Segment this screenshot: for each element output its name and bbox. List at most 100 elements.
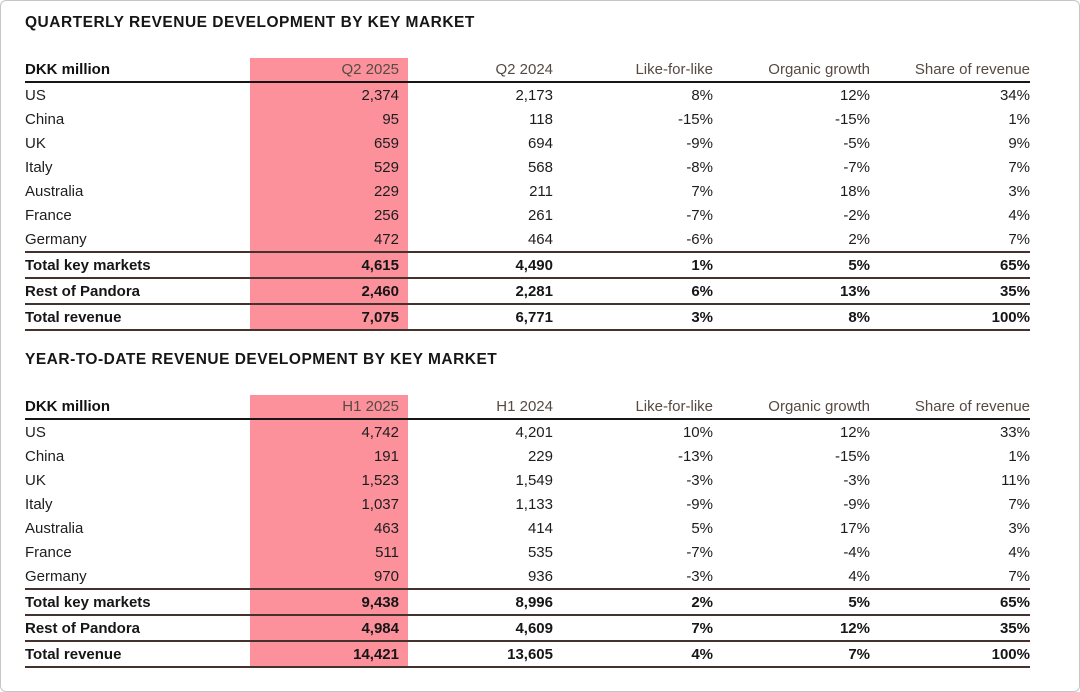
cell-value: 472 [250, 227, 408, 252]
cell-value: 7,075 [250, 303, 408, 331]
cell-value: 12% [839, 86, 870, 104]
cell-value: 1,549 [515, 471, 553, 489]
cell-value: -6% [686, 230, 713, 248]
row-label: Germany [25, 567, 87, 585]
cell-value: 8,996 [408, 588, 553, 615]
cell-value: 7% [691, 182, 713, 200]
table-row: UK 1,523 1,549 -3% -3% 11% [25, 468, 1030, 492]
cell-value: 4,201 [515, 423, 553, 441]
cell-value: 10% [682, 423, 713, 441]
row-label: Total revenue [25, 640, 250, 668]
row-label: Total key markets [25, 588, 250, 615]
ytd-revenue-table: DKK million H1 2025 H1 2024 Like-for-like O… [25, 395, 1030, 668]
cell-value: 100% [870, 640, 1030, 668]
table-row: UK 659 694 -9% -5% 9% [25, 131, 1030, 155]
cell-value: 7% [1008, 567, 1030, 585]
cell-value: -3% [686, 567, 713, 585]
unit-label: DKK million [25, 58, 250, 83]
cell-value: 5% [713, 588, 870, 615]
cell-value: -3% [843, 471, 870, 489]
cell-value: 529 [250, 155, 408, 179]
cell-value: 6% [553, 277, 713, 304]
cell-value: 7% [713, 640, 870, 668]
cell-value: 2,460 [250, 277, 408, 304]
cell-value: 34% [999, 86, 1030, 104]
cell-value: 100% [870, 303, 1030, 331]
cell-value: 4% [1008, 543, 1030, 561]
cell-value: -7% [843, 158, 870, 176]
row-label: Italy [25, 158, 53, 176]
row-label: China [25, 447, 65, 465]
cell-value: 118 [529, 110, 553, 128]
cell-value: 2,374 [250, 82, 408, 107]
row-label: Rest of Pandora [25, 614, 250, 641]
quarterly-revenue-section: QUARTERLY REVENUE DEVELOPMENT BY KEY MAR… [25, 14, 1055, 331]
cell-value: -3% [686, 471, 713, 489]
quarterly-revenue-table: DKK million Q2 2025 Q2 2024 Like-for-like O… [25, 58, 1030, 331]
cell-value: 229 [250, 179, 408, 203]
table-row: France 256 261 -7% -2% 4% [25, 203, 1030, 227]
cell-value: 8% [691, 86, 713, 104]
cell-value: 4,609 [408, 614, 553, 641]
cell-value: -13% [677, 447, 713, 465]
column-header: Organic growth [713, 58, 870, 83]
cell-value: 568 [527, 158, 553, 176]
cell-value: 9% [1008, 134, 1030, 152]
cell-value: -2% [843, 206, 870, 224]
cell-value: -7% [686, 543, 713, 561]
cell-value: 7% [1008, 230, 1030, 248]
table-row: Australia 229 211 7% 18% 3% [25, 179, 1030, 203]
table-row: China 95 118 -15% -15% 1% [25, 107, 1030, 131]
cell-value: -9% [686, 495, 713, 513]
cell-value: -4% [843, 543, 870, 561]
cell-value: 7% [1008, 158, 1030, 176]
cell-value: 511 [250, 540, 408, 564]
cell-value: 1,133 [515, 495, 553, 513]
row-label: Germany [25, 230, 87, 248]
cell-value: 261 [527, 206, 553, 224]
cell-value: -9% [843, 495, 870, 513]
table-row: Australia 463 414 5% 17% 3% [25, 516, 1030, 540]
report-page: QUARTERLY REVENUE DEVELOPMENT BY KEY MAR… [25, 14, 1055, 668]
cell-value: 35% [870, 277, 1030, 304]
column-header: Share of revenue [870, 395, 1030, 420]
cell-value: 5% [691, 519, 713, 537]
cell-value: 3% [1008, 519, 1030, 537]
ytd-section-title: YEAR-TO-DATE REVENUE DEVELOPMENT BY KEY … [25, 351, 498, 368]
cell-value: 5% [713, 251, 870, 278]
cell-value: 4% [1008, 206, 1030, 224]
cell-value: 4,742 [250, 419, 408, 444]
cell-value: 8% [713, 303, 870, 331]
cell-value: 1% [1008, 447, 1030, 465]
cell-value: 2% [553, 588, 713, 615]
cell-value: 4,615 [250, 251, 408, 278]
column-header: Organic growth [713, 395, 870, 420]
cell-value: 9,438 [250, 588, 408, 615]
table-row: Germany 472 464 -6% 2% 7% [25, 227, 1030, 252]
quarterly-section-title: QUARTERLY REVENUE DEVELOPMENT BY KEY MAR… [25, 14, 475, 31]
table-row: Germany 970 936 -3% 4% 7% [25, 564, 1030, 589]
table-row: US 2,374 2,173 8% 12% 34% [25, 82, 1030, 107]
cell-value: 414 [527, 519, 553, 537]
cell-value: 17% [839, 519, 870, 537]
cell-value: 463 [250, 516, 408, 540]
cell-value: 1,523 [250, 468, 408, 492]
cell-value: 2,173 [515, 86, 553, 104]
cell-value: 211 [529, 182, 553, 200]
cell-value: 229 [527, 447, 553, 465]
table-row: Rest of Pandora 2,460 2,281 6% 13% 35% [25, 277, 1030, 304]
cell-value: 4% [848, 567, 870, 585]
table-row: Total key markets 4,615 4,490 1% 5% 65% [25, 251, 1030, 278]
cell-value: 694 [527, 134, 553, 152]
cell-value: 35% [870, 614, 1030, 641]
header-row: DKK million Q2 2025 Q2 2024 Like-for-like O… [25, 58, 1030, 83]
table-row: Rest of Pandora 4,984 4,609 7% 12% 35% [25, 614, 1030, 641]
column-header: Share of revenue [870, 58, 1030, 83]
cell-value: 7% [1008, 495, 1030, 513]
cell-value: 6,771 [408, 303, 553, 331]
column-header: H1 2025 [250, 395, 408, 420]
cell-value: 3% [553, 303, 713, 331]
cell-value: 256 [250, 203, 408, 227]
cell-value: -15% [677, 110, 713, 128]
column-header: Like-for-like [553, 58, 713, 83]
